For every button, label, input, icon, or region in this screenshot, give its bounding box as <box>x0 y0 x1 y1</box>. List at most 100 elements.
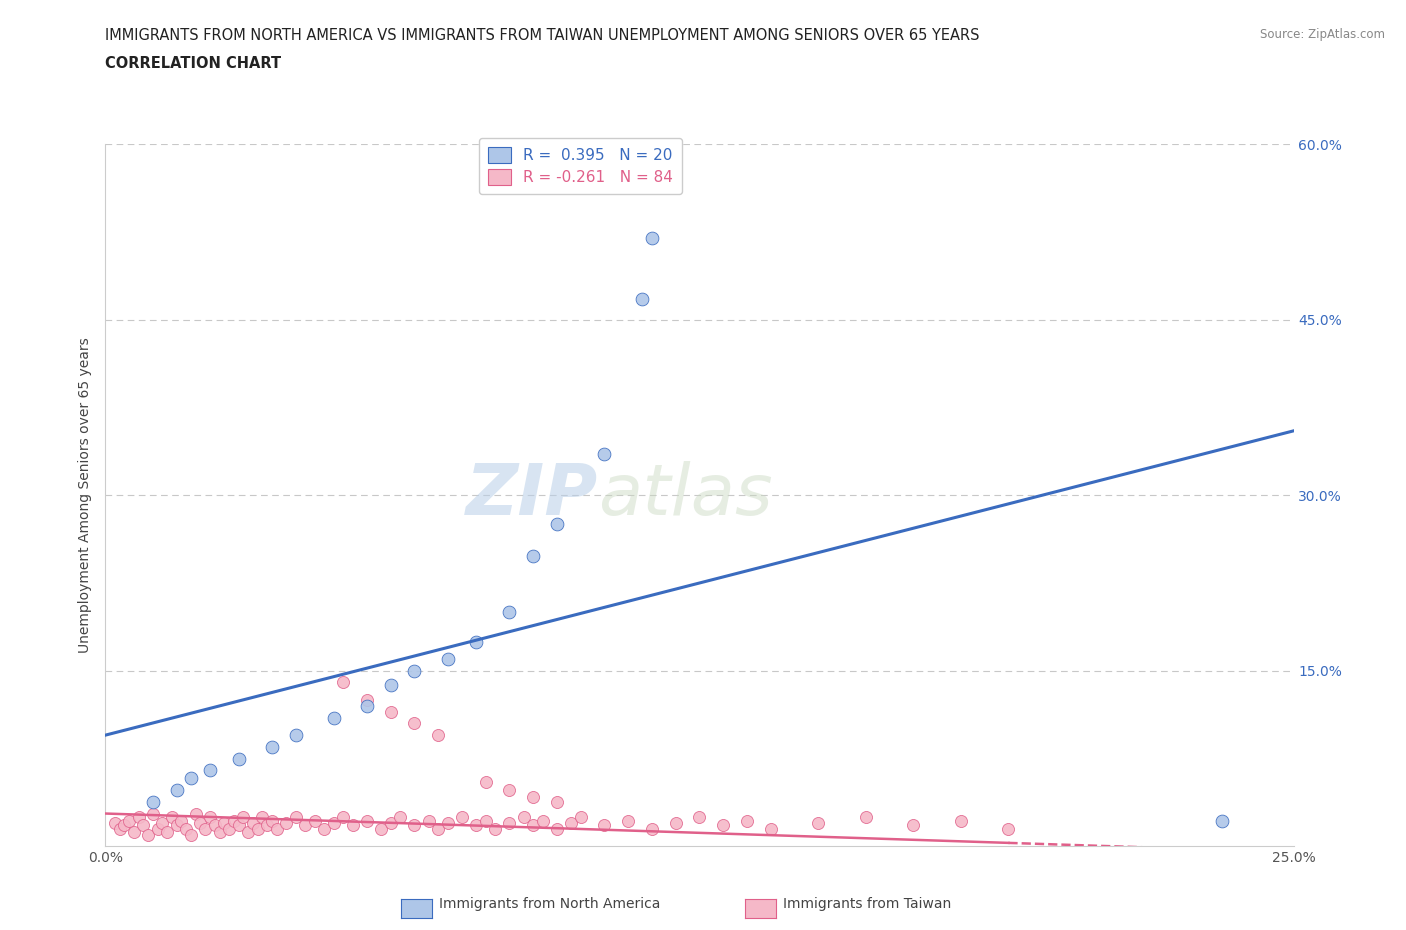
Point <box>997 821 1019 836</box>
Point <box>322 816 344 830</box>
Point <box>218 821 240 836</box>
Point <box>665 816 688 830</box>
Point <box>266 821 288 836</box>
Point <box>180 827 202 842</box>
Point <box>465 817 488 832</box>
Point <box>332 810 354 825</box>
Point <box>166 817 188 832</box>
Text: IMMIGRANTS FROM NORTH AMERICA VS IMMIGRANTS FROM TAIWAN UNEMPLOYMENT AMONG SENIO: IMMIGRANTS FROM NORTH AMERICA VS IMMIGRA… <box>105 28 980 43</box>
Text: Source: ZipAtlas.com: Source: ZipAtlas.com <box>1260 28 1385 41</box>
Point <box>128 810 150 825</box>
Point <box>228 751 250 766</box>
Point <box>617 813 640 828</box>
Point <box>546 794 568 809</box>
Point <box>949 813 972 828</box>
Text: Immigrants from North America: Immigrants from North America <box>439 897 659 911</box>
Point <box>160 810 183 825</box>
Point <box>166 783 188 798</box>
Point <box>380 816 402 830</box>
Point <box>807 816 830 830</box>
Point <box>370 821 392 836</box>
Text: atlas: atlas <box>599 460 773 530</box>
Point <box>474 775 496 790</box>
Point <box>498 816 520 830</box>
Point <box>689 810 711 825</box>
Point <box>322 711 344 725</box>
Point <box>903 817 925 832</box>
Point <box>152 816 174 830</box>
Point <box>198 810 221 825</box>
Point <box>156 825 179 840</box>
Point <box>222 813 245 828</box>
Point <box>356 813 378 828</box>
Point <box>735 813 758 828</box>
Point <box>114 817 136 832</box>
Point <box>498 604 520 619</box>
Point <box>1211 813 1233 828</box>
Point <box>465 634 488 649</box>
Point <box>404 716 426 731</box>
Point <box>242 816 264 830</box>
Point <box>284 727 307 742</box>
Point <box>142 806 165 821</box>
Point <box>641 821 664 836</box>
Point <box>404 663 426 678</box>
Point <box>484 821 506 836</box>
Point <box>274 816 297 830</box>
Point <box>312 821 335 836</box>
Point <box>631 291 654 306</box>
Point <box>389 810 412 825</box>
Point <box>198 763 221 777</box>
Point <box>380 704 402 719</box>
Point <box>204 817 226 832</box>
Point <box>260 813 283 828</box>
Point <box>711 817 734 832</box>
Point <box>522 790 544 804</box>
Point <box>498 783 520 798</box>
Point <box>184 806 207 821</box>
Point <box>759 821 782 836</box>
Point <box>228 817 250 832</box>
Point <box>427 727 450 742</box>
Point <box>356 698 378 713</box>
Point <box>450 810 472 825</box>
Point <box>208 825 231 840</box>
Point <box>170 813 193 828</box>
Point <box>560 816 582 830</box>
Point <box>136 827 159 842</box>
Point <box>108 821 131 836</box>
Point <box>142 794 165 809</box>
Point <box>118 813 141 828</box>
Point <box>284 810 307 825</box>
Text: ZIP: ZIP <box>467 460 599 530</box>
Point <box>194 821 217 836</box>
Text: Immigrants from Taiwan: Immigrants from Taiwan <box>783 897 952 911</box>
Point <box>342 817 364 832</box>
Point <box>522 549 544 564</box>
Point <box>512 810 534 825</box>
Point <box>174 821 197 836</box>
Point <box>427 821 450 836</box>
Legend: R =  0.395   N = 20, R = -0.261   N = 84: R = 0.395 N = 20, R = -0.261 N = 84 <box>479 138 682 194</box>
Point <box>418 813 440 828</box>
Point <box>404 817 426 832</box>
Point <box>546 821 568 836</box>
Point <box>304 813 326 828</box>
Point <box>294 817 316 832</box>
Point <box>855 810 877 825</box>
Text: CORRELATION CHART: CORRELATION CHART <box>105 56 281 71</box>
Point <box>531 813 554 828</box>
Point <box>593 446 616 461</box>
Point <box>332 675 354 690</box>
Point <box>132 817 155 832</box>
Point <box>104 816 127 830</box>
Point <box>190 816 212 830</box>
Point <box>546 517 568 532</box>
Point <box>522 817 544 832</box>
Point <box>246 821 269 836</box>
Point <box>356 693 378 708</box>
Point <box>252 810 274 825</box>
Point <box>436 652 458 667</box>
Point <box>122 825 145 840</box>
Point <box>474 813 496 828</box>
